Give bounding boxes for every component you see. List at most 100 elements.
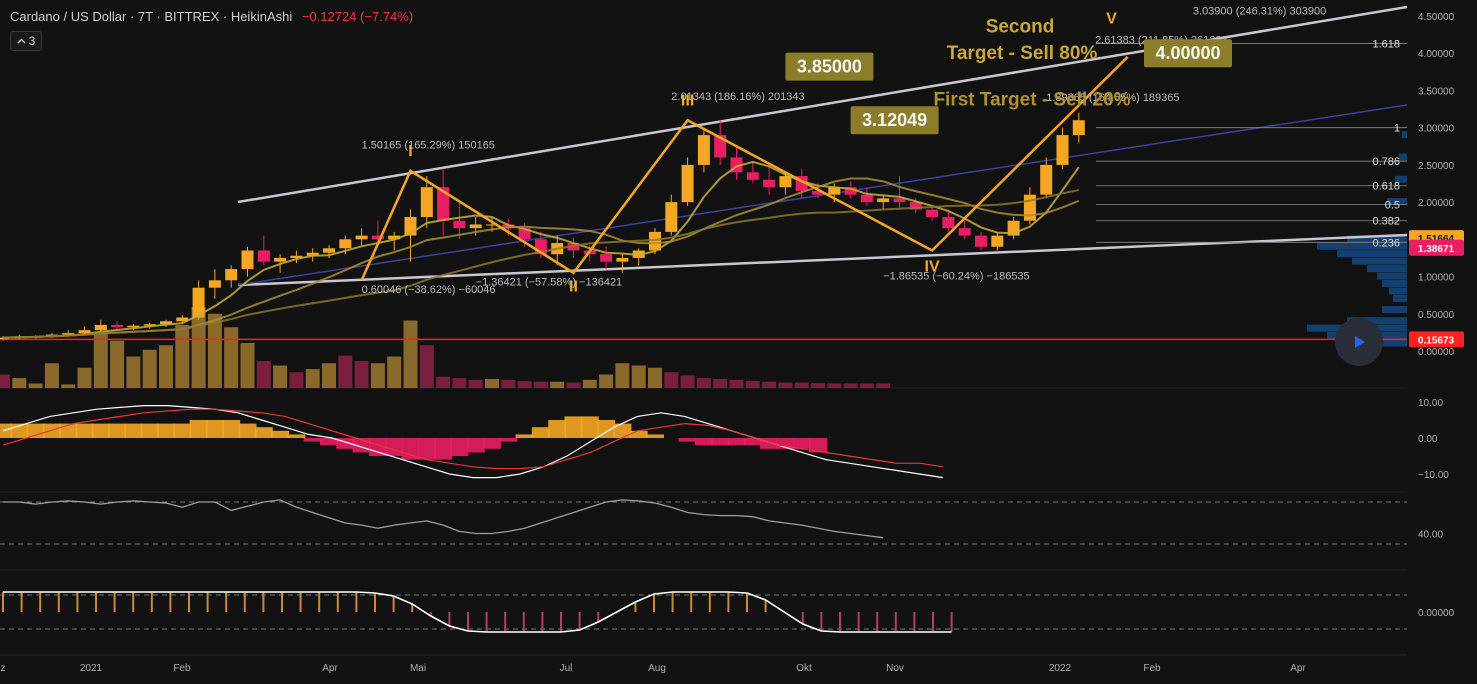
wave-label: I — [408, 143, 412, 160]
osc-tick-label: 0.00000 — [1418, 608, 1455, 619]
volume-profile-bar — [1337, 250, 1407, 258]
volume-bar — [61, 384, 76, 388]
candle-body — [991, 235, 1004, 247]
macd-histogram-bar — [140, 423, 159, 438]
volume-bar — [77, 367, 92, 388]
candle-body — [681, 164, 694, 203]
candle-body — [828, 187, 841, 195]
candle-body — [714, 135, 727, 158]
volume-bar — [696, 378, 711, 388]
macd-histogram-bar — [222, 420, 241, 438]
macd-histogram-bar — [417, 438, 436, 460]
candle-body — [893, 198, 906, 203]
target-box-label: 3.12049 — [862, 110, 927, 130]
target-box-label: 4.00000 — [1155, 43, 1220, 63]
volume-bar — [778, 382, 793, 388]
macd-histogram-bar — [760, 438, 779, 449]
x-tick-label: Apr — [1290, 663, 1306, 674]
macd-histogram-bar — [548, 420, 567, 438]
volume-bar — [224, 327, 239, 388]
volume-bar — [159, 345, 173, 388]
price-badge — [1409, 331, 1464, 348]
candle-body — [62, 333, 75, 335]
volume-bar — [28, 383, 43, 388]
volume-bar — [403, 320, 418, 388]
channel-bottom-line — [237, 233, 1408, 287]
y-tick-label: 2.50000 — [1418, 161, 1455, 172]
macd-histogram-bar — [368, 438, 387, 456]
candle-body — [1056, 135, 1069, 165]
macd-histogram-bar — [597, 420, 616, 438]
volume-profile-bar — [1367, 265, 1407, 273]
volume-bar — [648, 367, 662, 388]
annotation-label: First Target - Sell 20% — [933, 90, 1130, 111]
measurement-label: 1.89365 (164.65%) 189365 — [1046, 92, 1179, 104]
y-tick-label: 4.50000 — [1418, 12, 1455, 23]
volume-profile-bar — [1347, 235, 1407, 243]
target-box — [1144, 39, 1232, 68]
volume-bar — [843, 383, 858, 388]
volume-bar — [44, 363, 59, 388]
x-tick-label: Apr — [322, 663, 338, 674]
volume-bar — [436, 376, 451, 388]
macd-signal-line — [2, 408, 944, 470]
volume-bar — [110, 340, 125, 388]
macd-histogram-bar — [320, 438, 338, 446]
candle-body — [844, 187, 857, 195]
volume-bar — [859, 383, 874, 388]
macd-histogram-bar — [336, 438, 355, 449]
x-tick-label: Feb — [1143, 663, 1161, 674]
target-box — [850, 106, 939, 135]
volume-bar — [794, 382, 809, 388]
candle-body — [1072, 120, 1085, 136]
volume-profile-bar — [1395, 175, 1407, 183]
play-button[interactable] — [1335, 318, 1383, 366]
chevron-up-icon — [17, 38, 26, 44]
fib-level-label: 1 — [1394, 123, 1400, 135]
macd-histogram-bar — [26, 423, 45, 438]
candle-body — [78, 330, 91, 334]
candle-body — [1023, 194, 1036, 221]
macd-histogram-bar — [694, 438, 713, 446]
y-tick-label: 4.00000 — [1418, 49, 1455, 60]
macd-histogram-bar — [205, 420, 224, 438]
x-tick-label: Aug — [648, 663, 666, 674]
macd-line — [2, 405, 944, 479]
volume-bar — [664, 372, 679, 388]
volume-bar — [615, 363, 630, 388]
candle-body — [877, 198, 890, 203]
candle-body — [1040, 164, 1053, 195]
volume-bar — [452, 378, 467, 388]
volume-bar — [256, 361, 271, 388]
annotation-label: Target - Sell 80% — [947, 43, 1098, 64]
x-tick-label: Mai — [410, 663, 426, 674]
macd-histogram-bar — [466, 438, 485, 453]
measurement-label: 1.50165 (165.29%) 150165 — [362, 140, 495, 152]
candle-body — [225, 269, 238, 281]
candle-body — [388, 235, 401, 240]
candle-body — [812, 190, 824, 195]
fib-level-label: 1.618 — [1372, 39, 1400, 51]
candle-body — [290, 255, 303, 258]
volume-bar — [631, 365, 646, 388]
volume-profile-bar — [1393, 294, 1407, 302]
macd-histogram-bar — [434, 438, 453, 460]
macd-histogram-bar — [483, 438, 501, 449]
collapse-indicators-button[interactable]: 3 — [10, 31, 42, 51]
measurement-label: 0.60046 (−38.62%) −60046 — [362, 284, 496, 296]
volume-bar — [550, 381, 565, 388]
x-tick-label: Jul — [560, 663, 573, 674]
x-tick-label: 2021 — [80, 663, 103, 674]
volume-bar — [240, 343, 255, 388]
volume-profile-bar — [1317, 242, 1407, 250]
macd-histogram-bar — [108, 423, 127, 438]
measurement-label: 2.01343 (186.16%) 201343 — [671, 91, 804, 103]
volume-profile-bar — [1347, 317, 1407, 325]
macd-histogram-bar — [0, 423, 12, 438]
macd-histogram-bar — [564, 416, 583, 438]
volume-profile-bar — [1389, 287, 1407, 295]
target-box — [785, 52, 874, 81]
volume-bar — [501, 379, 516, 388]
measurement-label: −1.86535 (−60.24%) −186535 — [883, 271, 1029, 283]
